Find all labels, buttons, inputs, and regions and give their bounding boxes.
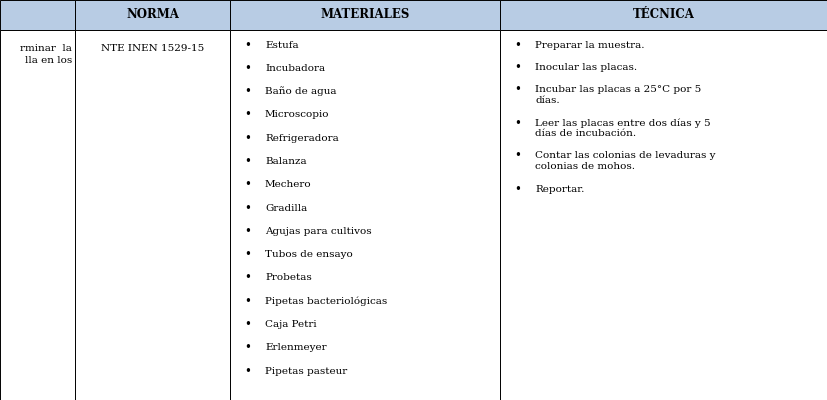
Text: Pipetas pasteur: Pipetas pasteur — [265, 367, 347, 376]
Text: Incubadora: Incubadora — [265, 64, 325, 73]
Text: MATERIALES: MATERIALES — [320, 8, 409, 22]
Text: •: • — [514, 150, 522, 162]
Text: •: • — [245, 272, 251, 284]
Bar — [0, 0, 75, 30]
Text: Microscopio: Microscopio — [265, 110, 329, 119]
Text: colonias de mohos.: colonias de mohos. — [535, 162, 635, 171]
Text: •: • — [245, 342, 251, 354]
Text: •: • — [245, 225, 251, 238]
Bar — [75, 30, 230, 400]
Text: •: • — [245, 85, 251, 98]
Text: Balanza: Balanza — [265, 157, 307, 166]
Text: Leer las placas entre dos días y 5: Leer las placas entre dos días y 5 — [535, 118, 710, 128]
Text: Inocular las placas.: Inocular las placas. — [535, 63, 637, 72]
Text: •: • — [514, 182, 522, 196]
Text: Preparar la muestra.: Preparar la muestra. — [535, 40, 644, 50]
Text: Estufa: Estufa — [265, 40, 299, 50]
Bar — [230, 0, 500, 30]
Text: •: • — [245, 295, 251, 308]
Text: días.: días. — [535, 96, 560, 105]
Text: Tubos de ensayo: Tubos de ensayo — [265, 250, 353, 259]
Text: •: • — [245, 62, 251, 75]
Text: rminar  la: rminar la — [20, 44, 72, 53]
Text: NTE INEN 1529-15: NTE INEN 1529-15 — [101, 44, 204, 53]
Bar — [0, 30, 75, 400]
Text: •: • — [514, 116, 522, 130]
Text: •: • — [245, 365, 251, 378]
Text: •: • — [245, 318, 251, 331]
Text: •: • — [245, 178, 251, 191]
Text: •: • — [514, 84, 522, 96]
Text: Incubar las placas a 25°C por 5: Incubar las placas a 25°C por 5 — [535, 86, 701, 94]
Bar — [500, 0, 827, 30]
Text: Mechero: Mechero — [265, 180, 312, 189]
Text: Pipetas bacteriológicas: Pipetas bacteriológicas — [265, 296, 387, 306]
Text: TÉCNICA: TÉCNICA — [633, 8, 695, 22]
Text: Gradilla: Gradilla — [265, 204, 308, 213]
Text: •: • — [245, 132, 251, 145]
Text: NORMA: NORMA — [126, 8, 179, 22]
Text: •: • — [245, 155, 251, 168]
Text: •: • — [245, 38, 251, 52]
Bar — [75, 0, 230, 30]
Text: Probetas: Probetas — [265, 274, 312, 282]
Text: •: • — [514, 61, 522, 74]
Text: Refrigeradora: Refrigeradora — [265, 134, 339, 143]
Text: •: • — [245, 248, 251, 261]
Text: Reportar.: Reportar. — [535, 184, 585, 194]
Text: Erlenmeyer: Erlenmeyer — [265, 343, 327, 352]
Text: •: • — [514, 38, 522, 52]
Text: Caja Petri: Caja Petri — [265, 320, 317, 329]
Text: Agujas para cultivos: Agujas para cultivos — [265, 227, 371, 236]
Bar — [500, 30, 827, 400]
Text: lla en los: lla en los — [25, 56, 72, 65]
Text: •: • — [245, 108, 251, 121]
Text: •: • — [245, 202, 251, 214]
Bar — [230, 30, 500, 400]
Text: Baño de agua: Baño de agua — [265, 87, 337, 96]
Text: Contar las colonias de levaduras y: Contar las colonias de levaduras y — [535, 152, 715, 160]
Text: días de incubación.: días de incubación. — [535, 129, 636, 138]
